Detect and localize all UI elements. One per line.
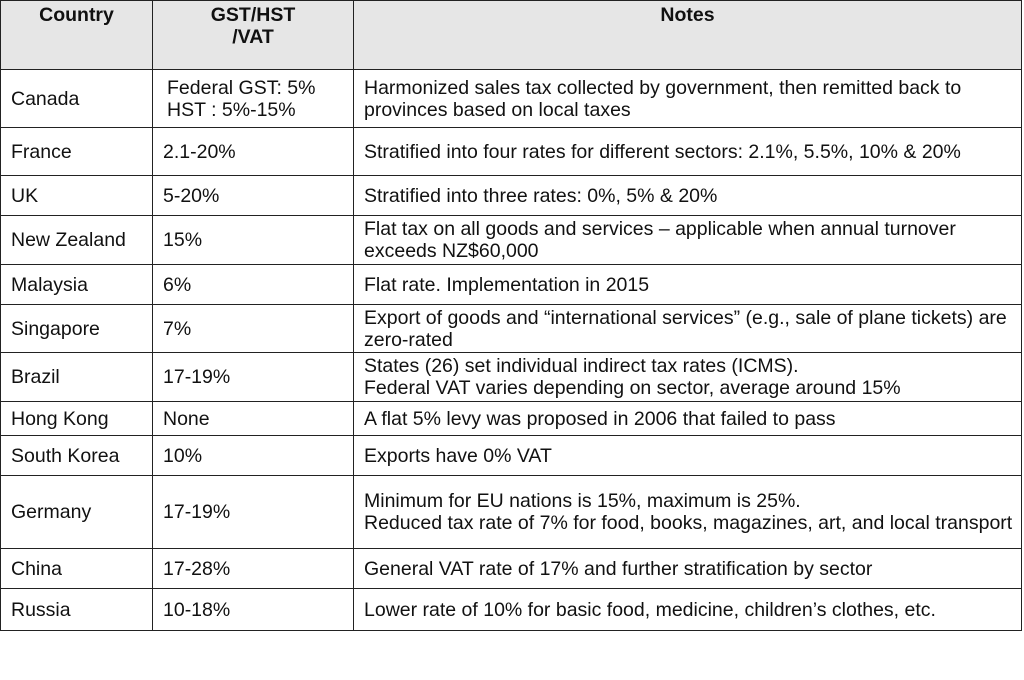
rate-line: 17-28% — [163, 557, 231, 580]
notes-cell: Lower rate of 10% for basic food, medici… — [353, 588, 1022, 631]
rate-cell: 17-28% — [152, 548, 354, 589]
table-body: Canada Federal GST: 5% HST : 5%-15% Harmoni… — [0, 69, 1022, 631]
table-row: Malaysia 6% Flat rate. Implementation in 2… — [0, 264, 1022, 305]
country-cell: China — [0, 548, 153, 589]
rate-line: HST : 5%-15% — [167, 98, 296, 121]
notes-cell: Exports have 0% VAT — [353, 435, 1022, 476]
country-cell: Russia — [0, 588, 153, 631]
rate-line: 6% — [163, 273, 192, 296]
table-row: Singapore 7% Export of goods and “internat… — [0, 304, 1022, 353]
header-rate-line1: GST/HST — [210, 4, 296, 26]
note-line: Reduced tax rate of 7% for food, books, … — [364, 512, 1013, 534]
header-row: Country GST/HST /VAT Notes — [0, 0, 1022, 70]
rate-line: 10-18% — [163, 598, 231, 621]
note-line: Exports have 0% VAT — [364, 444, 552, 467]
table-row: Brazil 17-19% States (26) set individual i… — [0, 352, 1022, 402]
notes-cell: Minimum for EU nations is 15%, maximum i… — [353, 475, 1022, 549]
table-row: Germany 17-19% Minimum for EU nations is 1… — [0, 475, 1022, 549]
rate-cell: 6% — [152, 264, 354, 305]
rate-cell: Federal GST: 5% HST : 5%-15% — [152, 69, 354, 128]
country-cell: South Korea — [0, 435, 153, 476]
country-cell: New Zealand — [0, 215, 153, 265]
note-line: Minimum for EU nations is 15%, maximum i… — [364, 490, 801, 512]
table-row: Hong Kong None A flat 5% levy was proposed… — [0, 401, 1022, 436]
table-row: New Zealand 15% Flat tax on all goods and … — [0, 215, 1022, 265]
rate-line: 10% — [163, 444, 203, 467]
country-cell: France — [0, 127, 153, 176]
rate-line: 17-19% — [163, 501, 231, 523]
rate-line: 15% — [163, 229, 203, 251]
header-rate-line2: /VAT — [232, 26, 274, 48]
note-line: A flat 5% levy was proposed in 2006 that… — [364, 407, 836, 430]
rate-line: 2.1-20% — [163, 140, 236, 163]
notes-cell: States (26) set individual indirect tax … — [353, 352, 1022, 402]
table-row: China 17-28% General VAT rate of 17% and f… — [0, 548, 1022, 589]
note-line: Export of goods and “international servi… — [364, 306, 1007, 351]
note-line: Federal VAT varies depending on sector, … — [364, 377, 901, 399]
rate-line: 5-20% — [163, 184, 220, 207]
rate-cell: None — [152, 401, 354, 436]
country-cell: Canada — [0, 69, 153, 128]
notes-cell: Export of goods and “international servi… — [353, 304, 1022, 353]
table-row: South Korea 10% Exports have 0% VAT — [0, 435, 1022, 476]
note-line: General VAT rate of 17% and further stra… — [364, 557, 873, 580]
notes-cell: Stratified into four rates for different… — [353, 127, 1022, 176]
country-cell: UK — [0, 175, 153, 216]
table-row: Russia 10-18% Lower rate of 10% for basic … — [0, 588, 1022, 631]
rate-line: 17-19% — [163, 366, 231, 388]
rate-line: None — [163, 407, 210, 430]
table-row: France 2.1-20% Stratified into four rates … — [0, 127, 1022, 176]
note-line: States (26) set individual indirect tax … — [364, 355, 799, 377]
table-row: UK 5-20% Stratified into three rates: 0%, … — [0, 175, 1022, 216]
note-line: Lower rate of 10% for basic food, medici… — [364, 598, 936, 621]
rate-cell: 15% — [152, 215, 354, 265]
country-cell: Singapore — [0, 304, 153, 353]
rate-cell: 10-18% — [152, 588, 354, 631]
tax-rates-table: Country GST/HST /VAT Notes Canada Federal… — [0, 0, 1022, 631]
note-line: Stratified into four rates for different… — [364, 140, 961, 163]
notes-cell: Harmonized sales tax collected by govern… — [353, 69, 1022, 128]
notes-cell: Stratified into three rates: 0%, 5% & 20… — [353, 175, 1022, 216]
header-notes: Notes — [353, 0, 1022, 70]
note-line: Flat tax on all goods and services – app… — [364, 218, 956, 262]
rate-cell: 17-19% — [152, 475, 354, 549]
header-country: Country — [0, 0, 153, 70]
note-line: Flat rate. Implementation in 2015 — [364, 273, 650, 296]
country-cell: Hong Kong — [0, 401, 153, 436]
header-rate: GST/HST /VAT — [152, 0, 354, 70]
rate-line: 7% — [163, 317, 192, 340]
rate-cell: 5-20% — [152, 175, 354, 216]
notes-cell: General VAT rate of 17% and further stra… — [353, 548, 1022, 589]
note-line: Harmonized sales tax collected by govern… — [364, 76, 962, 121]
rate-cell: 17-19% — [152, 352, 354, 402]
country-cell: Germany — [0, 475, 153, 549]
rate-cell: 10% — [152, 435, 354, 476]
table-row: Canada Federal GST: 5% HST : 5%-15% Harmoni… — [0, 69, 1022, 128]
rate-line: Federal GST: 5% — [167, 76, 316, 99]
notes-cell: Flat rate. Implementation in 2015 — [353, 264, 1022, 305]
country-cell: Malaysia — [0, 264, 153, 305]
country-cell: Brazil — [0, 352, 153, 402]
rate-cell: 7% — [152, 304, 354, 353]
rate-cell: 2.1-20% — [152, 127, 354, 176]
note-line: Stratified into three rates: 0%, 5% & 20… — [364, 184, 718, 207]
notes-cell: Flat tax on all goods and services – app… — [353, 215, 1022, 265]
notes-cell: A flat 5% levy was proposed in 2006 that… — [353, 401, 1022, 436]
